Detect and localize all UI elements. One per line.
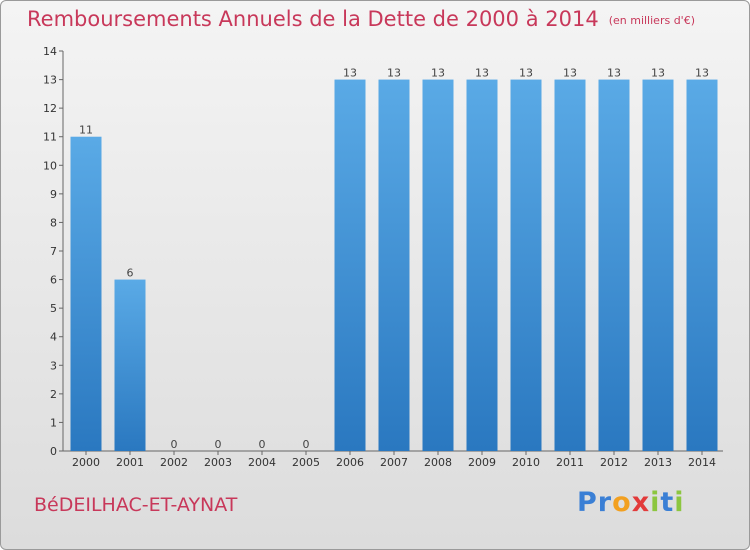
y-tick-label: 14	[43, 45, 57, 58]
x-tick-label: 2013	[644, 456, 672, 469]
x-tick-label: 2004	[248, 456, 276, 469]
bars	[70, 79, 718, 452]
x-tick-label: 2011	[556, 456, 584, 469]
data-label: 13	[651, 67, 665, 80]
logo-letter: o	[612, 487, 632, 518]
logo-letter: i	[674, 487, 685, 518]
x-tick-label: 2010	[512, 456, 540, 469]
data-label: 13	[519, 67, 533, 80]
y-tick-label: 0	[50, 445, 57, 458]
logo-letter: t	[660, 487, 675, 518]
y-tick-label: 4	[50, 331, 57, 344]
x-tick-label: 2000	[72, 456, 100, 469]
data-label: 13	[607, 67, 621, 80]
bar	[378, 79, 410, 452]
bar	[686, 79, 718, 452]
bar	[70, 136, 102, 451]
x-tick-label: 2008	[424, 456, 452, 469]
x-tick-label: 2003	[204, 456, 232, 469]
bar	[510, 79, 542, 452]
logo-letter: i	[650, 487, 661, 518]
bar	[642, 79, 674, 452]
data-label: 13	[343, 67, 357, 80]
y-tick-label: 5	[50, 302, 57, 315]
x-tick-label: 2014	[688, 456, 716, 469]
data-label: 0	[303, 438, 310, 451]
labels: 0123456789101112131420001120016200202003…	[43, 45, 716, 469]
data-label: 13	[695, 67, 709, 80]
data-label: 13	[387, 67, 401, 80]
y-tick-label: 12	[43, 102, 57, 115]
y-tick-label: 1	[50, 416, 57, 429]
y-tick-label: 2	[50, 388, 57, 401]
x-tick-label: 2001	[116, 456, 144, 469]
y-tick-label: 3	[50, 359, 57, 372]
data-label: 0	[171, 438, 178, 451]
bar	[334, 79, 366, 452]
x-tick-label: 2006	[336, 456, 364, 469]
y-tick-label: 7	[50, 245, 57, 258]
chart-title: Remboursements Annuels de la Dette de 20…	[27, 7, 695, 31]
bar	[554, 79, 586, 452]
x-tick-label: 2009	[468, 456, 496, 469]
bar	[598, 79, 630, 452]
data-label: 0	[259, 438, 266, 451]
x-tick-label: 2005	[292, 456, 320, 469]
y-tick-label: 9	[50, 188, 57, 201]
bar	[114, 279, 146, 451]
x-tick-label: 2007	[380, 456, 408, 469]
logo-letter: r	[597, 487, 613, 518]
data-label: 13	[475, 67, 489, 80]
logo-letter: x	[631, 487, 651, 518]
bar	[422, 79, 454, 452]
y-tick-label: 8	[50, 216, 57, 229]
y-tick-label: 13	[43, 74, 57, 87]
x-tick-label: 2002	[160, 456, 188, 469]
y-tick-label: 10	[43, 159, 57, 172]
data-label: 11	[79, 124, 93, 137]
data-label: 13	[563, 67, 577, 80]
x-tick-label: 2012	[600, 456, 628, 469]
proxiti-logo[interactable]: Proxiti	[577, 487, 685, 518]
logo-letter: P	[577, 487, 598, 518]
commune-name: BéDEILHAC-ET-AYNAT	[34, 494, 238, 516]
data-label: 13	[431, 67, 445, 80]
chart-title-text: Remboursements Annuels de la Dette de 20…	[27, 7, 599, 31]
y-tick-label: 6	[50, 274, 57, 287]
y-tick-label: 11	[43, 131, 57, 144]
bar	[466, 79, 498, 452]
chart-unit: (en milliers d'€)	[608, 14, 695, 27]
data-label: 6	[127, 267, 134, 280]
data-label: 0	[215, 438, 222, 451]
